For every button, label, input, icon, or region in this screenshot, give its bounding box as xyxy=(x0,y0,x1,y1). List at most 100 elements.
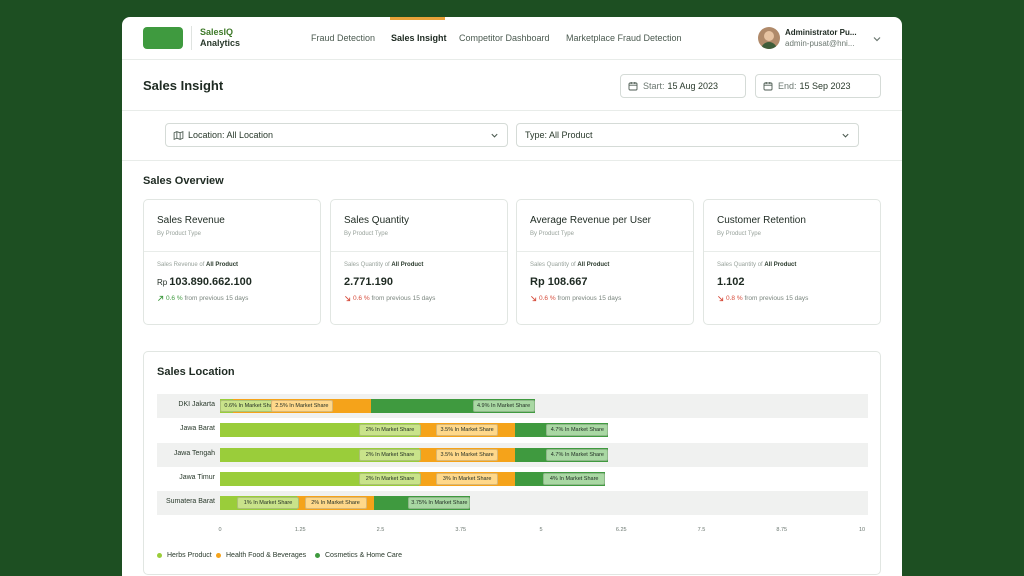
location-select[interactable]: Location: All Location xyxy=(165,123,508,147)
trend-value: 0.6 % xyxy=(166,295,183,302)
card-title: Sales Quantity xyxy=(344,215,410,226)
trend-up-icon xyxy=(158,295,164,301)
trend-down-icon xyxy=(718,296,724,302)
card-value: 2.771.190 xyxy=(344,276,393,288)
type-select-value: Type: All Product xyxy=(525,130,593,140)
active-tab-indicator xyxy=(390,17,445,20)
sales-location-chart: DKI Jakarta 0.6% In Market Share 2.5% In M… xyxy=(144,352,882,576)
data-label: 3.5% In Market Share xyxy=(436,448,499,461)
category-label: Jawa Tengah xyxy=(173,449,215,457)
brand-name: SalesIQ Analytics xyxy=(200,27,240,49)
legend-dot xyxy=(216,553,221,558)
category-label: Jawa Barat xyxy=(179,425,215,433)
location-select-value: Location: All Location xyxy=(188,130,274,140)
page-header: Sales Insight Start: 15 Aug 2023 End: 15… xyxy=(122,60,902,111)
start-date-picker[interactable]: Start: 15 Aug 2023 xyxy=(620,74,746,98)
trend-value: 0.8 % xyxy=(726,295,743,302)
card-value-number: Rp 108.667 xyxy=(530,276,588,288)
card-trend: 0.6 % from previous 15 days xyxy=(157,295,248,302)
card-meta-value: All Product xyxy=(391,262,424,268)
card-meta-prefix: Sales Revenue of xyxy=(157,262,205,268)
card-subtitle: By Product Type xyxy=(344,231,388,237)
start-date-label: Start: xyxy=(643,81,665,91)
card-subtitle: By Product Type xyxy=(530,231,574,237)
legend-dot xyxy=(157,553,162,558)
trend-text: from previous 15 days xyxy=(744,295,809,302)
card-currency: Rp xyxy=(157,278,168,287)
app-window: SalesIQ Analytics Fraud Detection Sales … xyxy=(122,17,902,576)
type-select[interactable]: Type: All Product xyxy=(516,123,859,147)
card-subtitle: By Product Type xyxy=(717,231,761,237)
card-value-number: 1.102 xyxy=(717,276,745,288)
brand-line1: SalesIQ xyxy=(200,27,234,37)
nav-sales-insight[interactable]: Sales Insight xyxy=(391,33,447,43)
data-label: 3.75% In Market Share xyxy=(408,497,471,510)
card-value: Rp 108.667 xyxy=(530,276,587,288)
avatar[interactable] xyxy=(758,27,780,49)
nav-fraud-detection[interactable]: Fraud Detection xyxy=(311,33,376,43)
card-meta: Sales Quantity of All Product xyxy=(717,262,796,268)
data-label: 2% In Market Share xyxy=(359,424,422,437)
overview-card: Average Revenue per User By Product Type S… xyxy=(516,199,694,325)
card-meta: Sales Quantity of All Product xyxy=(344,262,423,268)
card-divider xyxy=(517,251,693,252)
chevron-down-icon xyxy=(491,133,498,138)
card-meta-prefix: Sales Quantity of xyxy=(344,262,390,268)
trend-value: 0.6 % xyxy=(353,295,370,302)
nav-competitor-dashboard[interactable]: Competitor Dashboard xyxy=(459,33,550,43)
trend-text: from previous 15 days xyxy=(184,295,249,302)
category-label: DKI Jakarta xyxy=(178,401,215,408)
end-date-picker[interactable]: End: 15 Sep 2023 xyxy=(755,74,881,98)
card-meta-value: All Product xyxy=(764,262,797,268)
map-icon xyxy=(173,131,184,140)
card-meta-value: All Product xyxy=(577,262,610,268)
user-name: Administrator Pu... xyxy=(785,28,857,37)
data-label: 4.7% In Market Share xyxy=(546,448,609,461)
card-divider xyxy=(331,251,507,252)
x-tick-label: 6.25 xyxy=(615,527,627,533)
legend-item[interactable]: Health Food & Beverages xyxy=(216,552,306,559)
x-tick-label: 1.25 xyxy=(294,527,306,533)
sales-location-title: Sales Location xyxy=(157,366,235,378)
card-trend: 0.6 % from previous 15 days xyxy=(530,295,621,302)
legend-item[interactable]: Cosmetics & Home Care xyxy=(315,552,402,559)
logo-mark xyxy=(143,27,183,49)
chevron-down-icon[interactable] xyxy=(872,34,882,44)
data-label: 4.9% In Market Share xyxy=(472,400,535,412)
data-label: 2% In Market Share xyxy=(359,448,422,461)
card-value-number: 2.771.190 xyxy=(344,276,393,288)
card-meta-prefix: Sales Quantity of xyxy=(530,262,576,268)
overview-card: Sales Quantity By Product Type Sales Quant… xyxy=(330,199,508,325)
legend-item[interactable]: Herbs Product xyxy=(157,552,212,559)
chevron-down-icon xyxy=(842,133,849,138)
filter-bar: Location: All Location Type: All Product xyxy=(122,111,902,161)
end-date-label: End: xyxy=(778,81,797,91)
card-meta: Sales Quantity of All Product xyxy=(530,262,609,268)
calendar-icon xyxy=(763,82,773,91)
card-title: Customer Retention xyxy=(717,215,806,226)
x-tick-label: 0 xyxy=(218,527,222,533)
legend-label: Health Food & Beverages xyxy=(226,552,307,559)
card-value: Rp 103.890.662.100 xyxy=(157,276,252,288)
card-value-number: 103.890.662.100 xyxy=(169,276,252,288)
nav-marketplace-fraud-detection[interactable]: Marketplace Fraud Detection xyxy=(566,33,682,43)
x-tick-label: 2.5 xyxy=(376,527,385,533)
data-label: 4% In Market Share xyxy=(543,472,606,485)
end-date-value: 15 Sep 2023 xyxy=(799,81,851,91)
card-meta: Sales Revenue of All Product xyxy=(157,262,238,268)
legend-label: Herbs Product xyxy=(167,552,212,559)
trend-text: from previous 15 days xyxy=(557,295,622,302)
brand-line2: Analytics xyxy=(200,38,241,48)
overview-card: Sales Revenue By Product Type Sales Revenu… xyxy=(143,199,321,325)
data-label: 2% In Market Share xyxy=(304,497,367,510)
start-date-value: 15 Aug 2023 xyxy=(667,81,719,91)
data-label: 4.7% In Market Share xyxy=(546,424,609,437)
calendar-icon xyxy=(628,82,638,91)
card-meta-prefix: Sales Quantity of xyxy=(717,262,763,268)
x-tick-label: 10 xyxy=(858,527,866,533)
category-label: Sumatera Barat xyxy=(165,498,215,506)
card-title: Sales Revenue xyxy=(157,215,225,226)
sales-location-card: Sales Location DKI Jakarta 0.6% In Market… xyxy=(143,351,881,575)
top-navbar: SalesIQ Analytics Fraud Detection Sales … xyxy=(122,17,902,60)
legend-dot xyxy=(315,553,320,558)
